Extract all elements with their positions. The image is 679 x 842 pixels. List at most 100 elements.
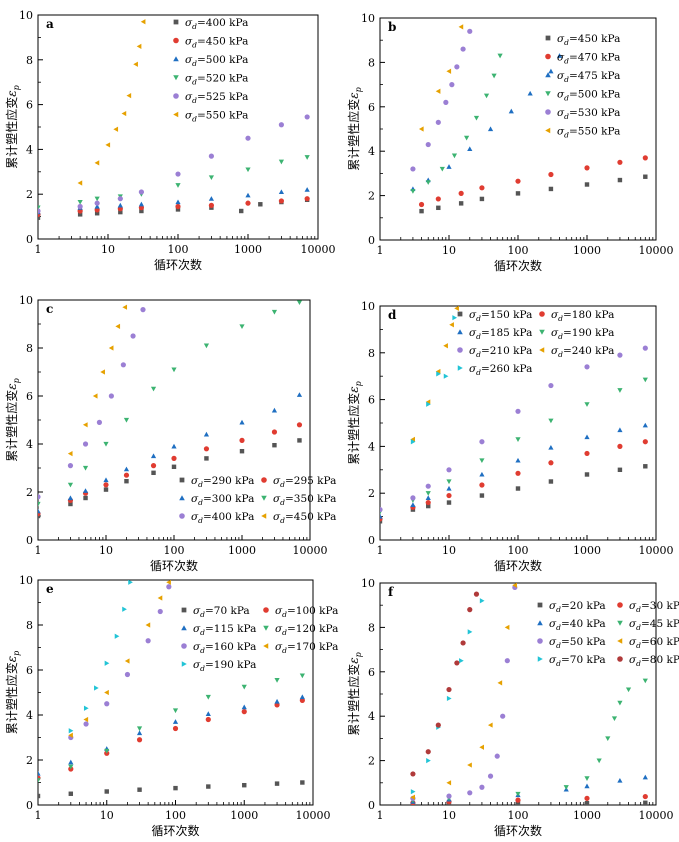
legend-value: =520 kPa [197, 73, 248, 85]
legend-marker [457, 329, 463, 335]
data-point [584, 450, 590, 457]
data-point [208, 196, 214, 201]
legend-label: σd=170 kPa [275, 641, 338, 655]
data-point [446, 793, 452, 799]
legend-subscript: d [282, 646, 287, 655]
legend-value: =70 kPa [561, 654, 606, 666]
x-tick-label: 100 [164, 544, 185, 557]
data-point [584, 776, 590, 781]
data-point [173, 785, 178, 791]
legend-marker [457, 347, 463, 353]
legend-marker [173, 19, 179, 25]
data-point [245, 192, 251, 198]
legend-subscript: d [636, 659, 641, 668]
data-point [271, 309, 278, 315]
legend-symbol: σ [191, 475, 199, 487]
data-point [446, 695, 452, 702]
data-point [494, 753, 500, 759]
legend-value: =210 kPa [481, 345, 532, 357]
data-point [114, 633, 120, 639]
y-tick-label: 10 [361, 577, 375, 590]
legend-marker [617, 602, 623, 608]
legend-value: =290 kPa [203, 475, 254, 487]
data-point [515, 178, 521, 184]
legend-symbol: σ [193, 605, 201, 617]
y-axis-title-subscript: p [12, 85, 21, 90]
legend-label: σd=350 kPa [273, 493, 336, 507]
data-point [136, 726, 143, 732]
y-tick-label: 4 [368, 440, 375, 453]
legend-label: σd=295 kPa [273, 475, 336, 489]
series-4 [38, 673, 305, 783]
data-point [94, 160, 100, 166]
x-tick-label: 10 [442, 809, 456, 822]
series-4 [410, 678, 648, 804]
legend-symbol: σ [185, 91, 193, 103]
legend-label: σd=240 kPa [551, 345, 614, 359]
legend-subscript: d [200, 664, 205, 673]
data-point [77, 199, 83, 205]
x-tick-label: 1 [35, 544, 42, 557]
x-tick-label: 1000 [573, 809, 601, 822]
legend-subscript: d [476, 350, 481, 359]
x-axis-title: 循环次数 [154, 257, 202, 272]
data-point [548, 186, 554, 192]
legend-marker [173, 75, 179, 81]
data-point [425, 483, 431, 489]
y-tick-label: 10 [19, 574, 33, 587]
data-point [617, 159, 623, 165]
y-axis-title: 累计塑性应变εp [4, 378, 21, 462]
data-point [239, 208, 244, 214]
data-point [425, 491, 431, 496]
data-point [172, 719, 179, 724]
legend-symbol: σ [185, 110, 193, 122]
x-tick-label: 10000 [639, 544, 674, 557]
data-point [104, 660, 110, 666]
data-point [584, 783, 590, 789]
data-point [82, 465, 89, 471]
legend-marker [537, 656, 543, 662]
data-point [556, 53, 563, 58]
x-tick-label: 1 [377, 244, 384, 257]
legend-symbol: σ [185, 54, 193, 66]
panel-label: d [388, 308, 397, 322]
data-point [150, 453, 157, 459]
series-5 [380, 345, 648, 513]
legend-subscript: d [564, 131, 569, 140]
y-axis-title: 累计塑性应变εp [4, 651, 21, 735]
data-point [410, 436, 416, 442]
data-point [271, 429, 278, 435]
data-point [272, 442, 277, 448]
legend-symbol: σ [469, 309, 477, 321]
data-point [515, 191, 521, 196]
y-tick-label: 6 [368, 394, 375, 407]
data-point [239, 448, 245, 454]
legend-subscript: d [282, 610, 287, 619]
data-point [104, 789, 109, 794]
legend-subscript: d [192, 41, 197, 50]
data-point [126, 93, 132, 99]
y-axis-title-text: 累计塑性应变 [346, 664, 361, 736]
data-point [584, 364, 590, 370]
y-tick-label: 8 [368, 56, 375, 69]
y-tick-label: 2 [368, 190, 375, 203]
series-3 [380, 422, 648, 519]
legend-symbol: σ [629, 636, 637, 648]
panel-label: f [388, 585, 394, 599]
legend-marker [457, 365, 463, 371]
legend-symbol: σ [469, 345, 477, 357]
legend-label: σd=530 kPa [557, 107, 620, 121]
data-point [140, 19, 146, 25]
legend-marker [173, 56, 179, 62]
data-point [410, 439, 416, 445]
legend-marker [617, 638, 623, 644]
data-point [479, 493, 485, 498]
legend-marker [537, 602, 543, 608]
y-tick-label: 6 [368, 666, 375, 679]
data-point [449, 82, 455, 88]
legend-subscript: d [564, 75, 569, 84]
y-tick-label: 10 [361, 300, 375, 313]
data-point [175, 207, 181, 212]
legend-label: σd=60 kPa [629, 636, 679, 650]
